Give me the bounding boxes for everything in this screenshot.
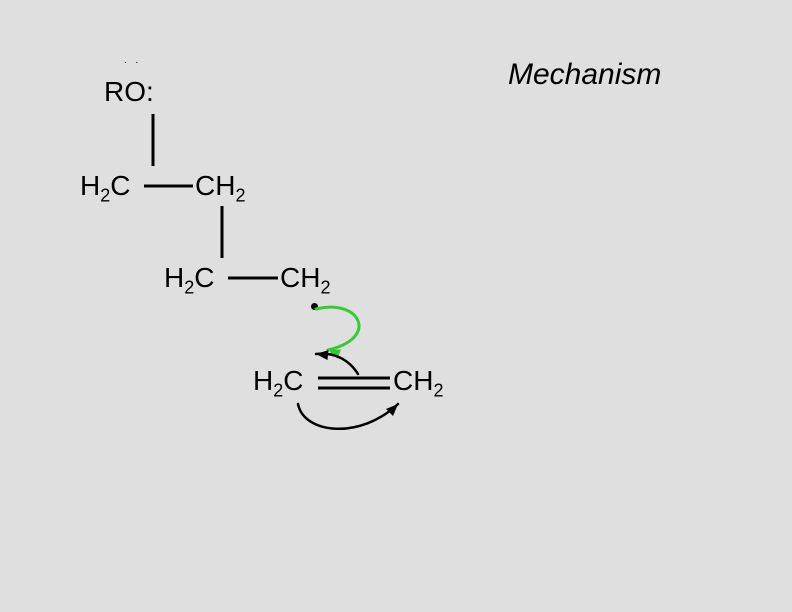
bonds-group <box>144 114 390 388</box>
atom-ro: RO: <box>104 76 154 108</box>
lone-pair-dots: . . <box>124 55 141 66</box>
atom-ro-text: RO: <box>104 76 154 107</box>
arrowhead-icon <box>328 349 341 358</box>
arrowhead-icon <box>316 350 328 360</box>
atom-h2c-a: H2C <box>80 170 130 207</box>
atom-ch2-c: CH2 <box>393 365 443 402</box>
arrows-group <box>298 307 398 429</box>
curved-arrow-black_upper <box>316 354 358 374</box>
curved-arrow-green_radical <box>316 307 359 350</box>
atom-h2c-c: H2C <box>253 365 303 402</box>
atom-h2c-b: H2C <box>164 262 214 299</box>
page-title: Mechanism <box>508 58 661 92</box>
atom-ch2-a: CH2 <box>195 170 245 207</box>
curved-arrow-black_lower <box>298 404 398 429</box>
arrowhead-icon <box>386 404 398 416</box>
atom-ch2-b: CH2 <box>280 262 330 299</box>
radical-dot-icon <box>311 303 318 310</box>
